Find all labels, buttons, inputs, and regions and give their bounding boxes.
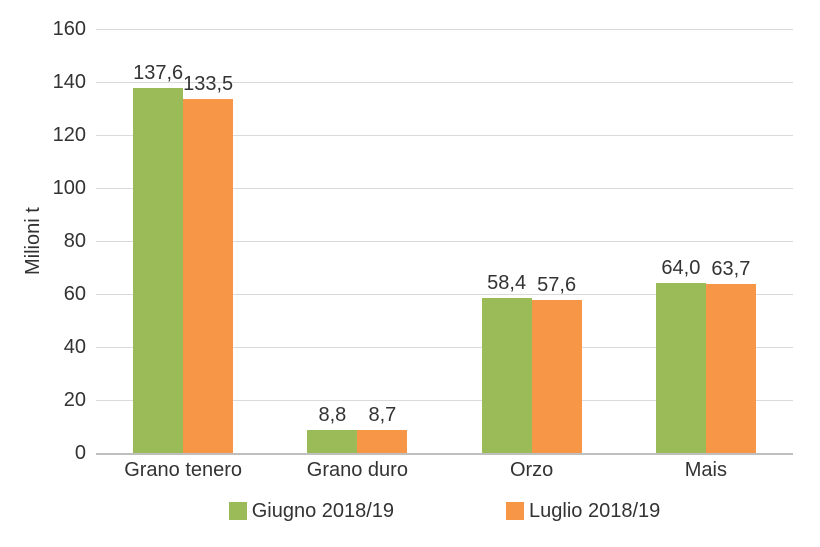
data-label: 58,4 bbox=[487, 272, 527, 295]
category-group: 58,4 57,6 bbox=[445, 29, 619, 453]
y-tick-label: 120 bbox=[52, 124, 86, 146]
gridline bbox=[96, 82, 793, 83]
data-label: 8,7 bbox=[368, 403, 397, 426]
gridline bbox=[96, 188, 793, 189]
category-group: 64,0 63,7 bbox=[619, 29, 793, 453]
y-tick-label: 160 bbox=[52, 18, 86, 40]
bar: 57,6 bbox=[531, 274, 582, 453]
gridline bbox=[96, 294, 793, 295]
data-label: 57,6 bbox=[537, 274, 577, 297]
gridline bbox=[96, 29, 793, 30]
y-tick-label: 0 bbox=[74, 442, 86, 464]
gridline bbox=[96, 135, 793, 136]
legend-item: Luglio 2018/19 bbox=[506, 499, 660, 523]
y-tick-label: 60 bbox=[63, 283, 86, 305]
bar: 58,4 bbox=[481, 272, 532, 453]
data-label: 8,8 bbox=[318, 403, 347, 426]
legend-swatch bbox=[228, 502, 247, 520]
category-label: Grano duro bbox=[306, 459, 408, 481]
category-group: 137,6 133,5 bbox=[96, 29, 270, 453]
x-axis: Grano tenero Grano duro Orzo Mais bbox=[96, 458, 793, 482]
legend-item: Giugno 2018/19 bbox=[228, 499, 395, 523]
legend: Giugno 2018/19 Luglio 2018/19 bbox=[96, 499, 793, 523]
category-label: Orzo bbox=[509, 459, 554, 481]
bar: 133,5 bbox=[183, 73, 233, 453]
y-tick-label: 20 bbox=[63, 389, 86, 411]
y-axis: 0 20 40 60 80 100 120 140 160 bbox=[0, 0, 86, 547]
gridline bbox=[96, 241, 793, 242]
legend-swatch bbox=[506, 502, 525, 520]
y-tick-label: 100 bbox=[52, 177, 86, 199]
bar: 137,6 bbox=[133, 62, 183, 453]
bar: 8,8 bbox=[307, 404, 358, 453]
gridline bbox=[96, 400, 793, 401]
bar: 63,7 bbox=[705, 258, 756, 453]
data-label: 133,5 bbox=[183, 73, 234, 96]
data-label: 137,6 bbox=[133, 62, 184, 85]
y-tick-label: 40 bbox=[63, 336, 86, 358]
bar: 8,7 bbox=[357, 404, 408, 453]
category-group: 8,8 8,7 bbox=[270, 29, 444, 453]
data-label: 63,7 bbox=[711, 258, 751, 281]
legend-label: Giugno 2018/19 bbox=[251, 500, 395, 522]
bar: 64,0 bbox=[655, 257, 706, 453]
data-label: 64,0 bbox=[661, 257, 701, 280]
y-tick-label: 80 bbox=[63, 230, 86, 252]
gridline bbox=[96, 347, 793, 348]
plot-area: 137,6 133,5 8,8 8,7 58,4 57,6 64,0 63,7 bbox=[96, 29, 793, 455]
category-label: Mais bbox=[684, 459, 727, 481]
y-tick-label: 140 bbox=[52, 71, 86, 93]
category-label: Grano tenero bbox=[124, 459, 243, 481]
legend-label: Luglio 2018/19 bbox=[529, 500, 661, 522]
